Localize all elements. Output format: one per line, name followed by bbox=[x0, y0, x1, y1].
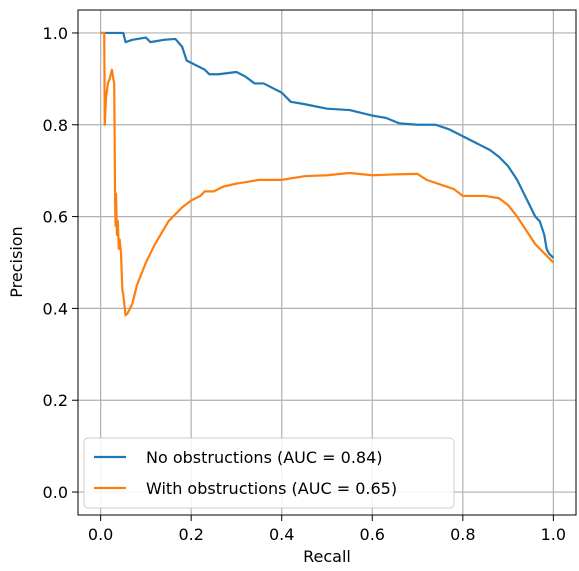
y-tick-label: 0.2 bbox=[43, 391, 68, 410]
y-tick-label: 0.0 bbox=[43, 483, 68, 502]
no-obstructions-line bbox=[100, 31, 555, 259]
y-tick-label: 0.4 bbox=[43, 299, 68, 318]
legend-label-with-obstructions: With obstructions (AUC = 0.65) bbox=[146, 479, 397, 498]
x-tick-label: 0.4 bbox=[269, 525, 294, 544]
y-axis-label: Precision bbox=[7, 226, 26, 297]
x-axis-label: Recall bbox=[303, 547, 351, 566]
y-tick-label: 0.8 bbox=[43, 116, 68, 135]
x-tick-label: 0.0 bbox=[88, 525, 113, 544]
x-tick-label: 0.2 bbox=[178, 525, 203, 544]
x-tick-label: 0.6 bbox=[360, 525, 385, 544]
plot-frame bbox=[77, 9, 577, 516]
legend: No obstructions (AUC = 0.84) With obstru… bbox=[83, 437, 455, 509]
legend-label-no-obstructions: No obstructions (AUC = 0.84) bbox=[146, 448, 383, 467]
series-lines bbox=[100, 31, 555, 317]
x-tick-label: 1.0 bbox=[541, 525, 566, 544]
y-tick-label: 1.0 bbox=[43, 24, 68, 43]
axis-ticks: 0.0 0.2 0.4 0.6 0.8 1.0 0.0 0.2 0.4 0.6 0.8 1.0 bbox=[43, 24, 567, 544]
legend-box bbox=[83, 437, 455, 509]
x-tick-label: 0.8 bbox=[450, 525, 475, 544]
with-obstructions-line bbox=[100, 31, 555, 317]
y-tick-label: 0.6 bbox=[43, 208, 68, 227]
